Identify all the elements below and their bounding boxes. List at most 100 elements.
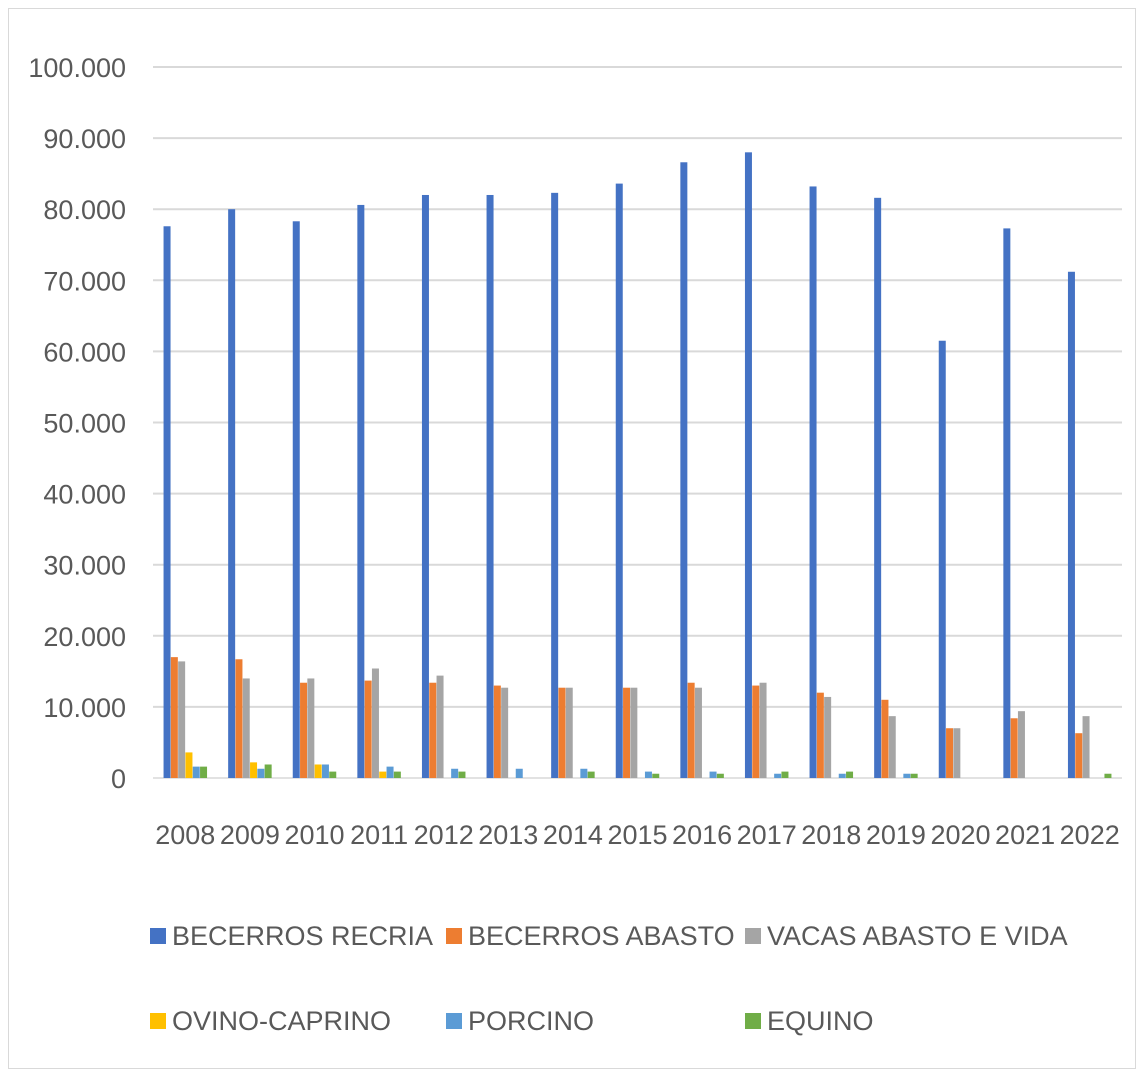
bar bbox=[709, 771, 717, 778]
bar bbox=[838, 773, 846, 778]
bar bbox=[314, 764, 322, 778]
bar bbox=[680, 162, 688, 779]
bar bbox=[1082, 716, 1090, 778]
x-tick-label: 2018 bbox=[801, 820, 861, 850]
x-tick-label: 2017 bbox=[737, 820, 797, 850]
y-tick-label: 30.000 bbox=[43, 551, 126, 581]
bar bbox=[630, 687, 638, 778]
x-tick-label: 2020 bbox=[930, 820, 990, 850]
bar bbox=[716, 773, 724, 778]
bar bbox=[250, 762, 258, 778]
x-tick-label: 2015 bbox=[607, 820, 667, 850]
bar bbox=[228, 209, 236, 778]
bar bbox=[824, 696, 832, 778]
bar bbox=[1075, 733, 1083, 778]
bar bbox=[774, 773, 782, 778]
bar bbox=[652, 773, 660, 778]
bar bbox=[1017, 711, 1025, 778]
bar bbox=[938, 340, 946, 778]
bar bbox=[694, 687, 702, 778]
bar bbox=[329, 771, 337, 778]
bar bbox=[486, 194, 494, 779]
x-tick-label: 2021 bbox=[995, 820, 1055, 850]
x-tick-label: 2022 bbox=[1060, 820, 1120, 850]
bar bbox=[846, 771, 854, 778]
bar bbox=[371, 668, 379, 778]
bar bbox=[436, 675, 444, 778]
bar bbox=[386, 766, 394, 778]
legend-label: OVINO-CAPRINO bbox=[172, 1006, 391, 1036]
bar bbox=[644, 771, 652, 778]
legend-swatch bbox=[446, 928, 462, 944]
y-tick-label: 70.000 bbox=[43, 266, 126, 296]
bar bbox=[565, 687, 573, 778]
y-tick-label: 50.000 bbox=[43, 409, 126, 439]
bar bbox=[910, 773, 918, 778]
bar bbox=[493, 685, 501, 778]
bar bbox=[200, 766, 208, 778]
legend: BECERROS RECRIA BECERROS ABASTO VACAS ABAS… bbox=[150, 921, 1068, 1036]
legend-label: VACAS ABASTO E VIDA bbox=[767, 921, 1068, 951]
bar bbox=[946, 728, 954, 778]
legend-label: BECERROS ABASTO bbox=[468, 921, 735, 951]
bar bbox=[587, 771, 595, 778]
legend-swatch bbox=[745, 928, 761, 944]
bar bbox=[458, 771, 466, 778]
bar bbox=[163, 226, 171, 778]
bar bbox=[235, 659, 243, 778]
bar bbox=[551, 192, 559, 779]
bar bbox=[903, 773, 911, 778]
bar bbox=[393, 771, 401, 778]
y-tick-label: 100.000 bbox=[28, 53, 126, 83]
bar bbox=[615, 183, 623, 778]
x-tick-label: 2013 bbox=[478, 820, 538, 850]
y-tick-label: 60.000 bbox=[43, 337, 126, 367]
bar bbox=[292, 221, 300, 779]
legend-swatch bbox=[446, 1013, 462, 1029]
bar bbox=[185, 752, 193, 778]
bar bbox=[421, 194, 429, 779]
bar bbox=[357, 204, 365, 778]
bar bbox=[242, 678, 250, 778]
y-tick-label: 80.000 bbox=[43, 195, 126, 225]
bar bbox=[1104, 773, 1112, 778]
bar bbox=[170, 657, 178, 778]
bar bbox=[429, 682, 437, 778]
bar bbox=[192, 766, 200, 778]
y-tick-label: 90.000 bbox=[43, 124, 126, 154]
y-tick-label: 40.000 bbox=[43, 480, 126, 510]
y-tick-label: 20.000 bbox=[43, 622, 126, 652]
bar bbox=[759, 682, 767, 778]
bar bbox=[264, 764, 272, 778]
legend-label: BECERROS RECRIA bbox=[172, 921, 433, 951]
legend-swatch bbox=[150, 928, 166, 944]
bar bbox=[501, 687, 509, 778]
bar bbox=[558, 687, 566, 778]
x-tick-label: 2016 bbox=[672, 820, 732, 850]
bar bbox=[178, 661, 186, 778]
bar bbox=[816, 692, 824, 778]
x-axis-ticks: 2008 2009 2010 2011 2012 2013 2014 2015 2016 2017… bbox=[155, 820, 1119, 850]
legend-label: PORCINO bbox=[468, 1006, 594, 1036]
bar bbox=[321, 764, 329, 778]
y-tick-label: 10.000 bbox=[43, 693, 126, 723]
bar bbox=[623, 687, 631, 778]
bar bbox=[1067, 271, 1075, 778]
bar bbox=[874, 197, 882, 779]
bar bbox=[307, 678, 315, 778]
bar bbox=[781, 771, 789, 778]
bar bbox=[752, 685, 760, 778]
bar bbox=[300, 682, 308, 778]
x-tick-label: 2008 bbox=[155, 820, 215, 850]
legend-swatch bbox=[150, 1013, 166, 1029]
bar bbox=[515, 768, 523, 778]
bar bbox=[881, 699, 889, 778]
bar bbox=[1010, 718, 1018, 778]
bar bbox=[364, 680, 372, 778]
bar bbox=[953, 728, 961, 778]
x-tick-label: 2011 bbox=[350, 820, 408, 850]
bar bbox=[451, 768, 459, 778]
bar bbox=[744, 152, 752, 778]
bar bbox=[809, 186, 817, 778]
